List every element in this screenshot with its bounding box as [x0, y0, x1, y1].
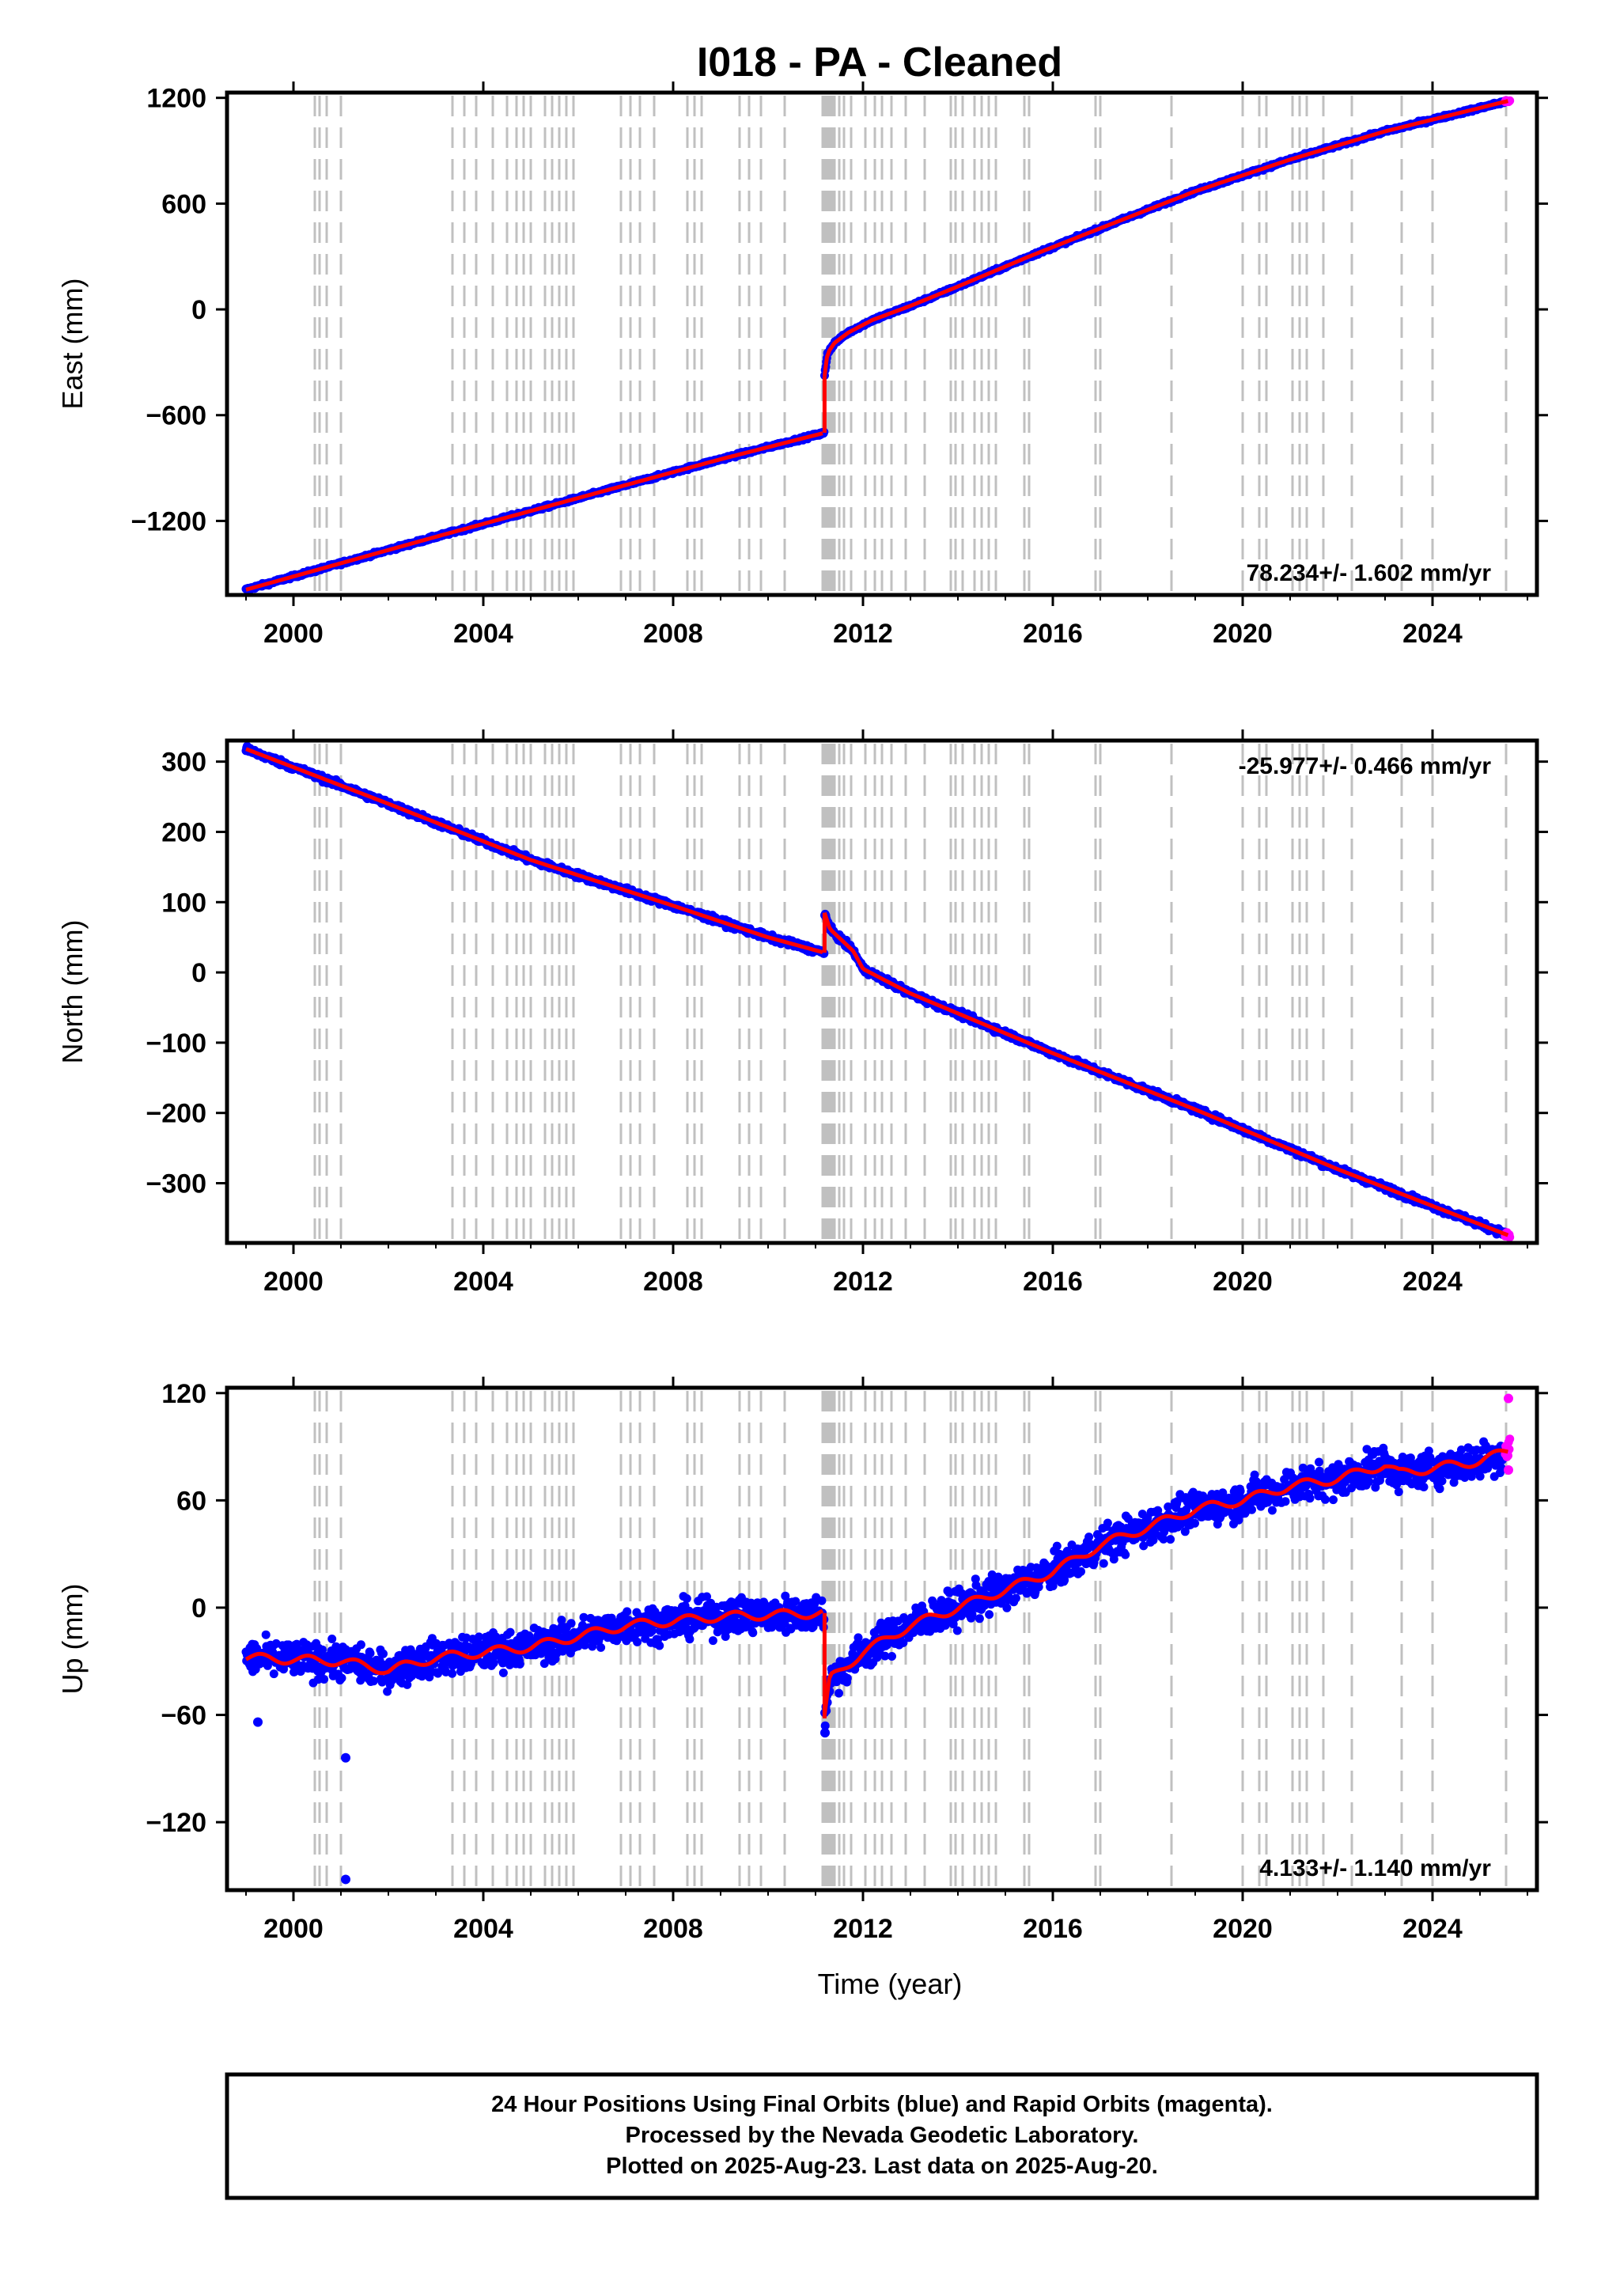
north-ytick-label: −100	[146, 1029, 206, 1059]
up-point	[269, 1669, 278, 1679]
up-panel: 2000 2004 2008 2012 2016 2020 2024−120−6006012…	[56, 1377, 1548, 2000]
east-xtick-label: 2024	[1402, 619, 1463, 649]
north-data-layer	[241, 741, 1515, 1242]
north-rate-label: -25.977+/- 0.466 mm/yr	[1239, 753, 1492, 779]
east-panel: 2000 2004 2008 2012 2016 2020 2024 −1200 −600 0 60…	[56, 81, 1548, 649]
up-point	[337, 1673, 346, 1683]
north-ylabel: North (mm)	[56, 920, 89, 1064]
up-point	[356, 1640, 365, 1650]
north-ytick-label: 200	[161, 817, 206, 847]
north-ytick-label: 300	[161, 748, 206, 778]
north-ytick-label: −300	[146, 1169, 206, 1199]
east-frame	[225, 90, 1539, 597]
up-point	[261, 1630, 271, 1639]
up-point	[318, 1645, 327, 1654]
east-model-segment-1	[245, 431, 823, 592]
east-ytick-label: 1200	[146, 84, 206, 114]
east-ytick-label: 0	[191, 295, 206, 325]
east-ylabel: East (mm)	[56, 278, 89, 410]
north-model-segment-2	[823, 911, 1509, 1237]
up-data-layer	[241, 1393, 1515, 1885]
north-xtick-label: 2000	[263, 1267, 324, 1297]
east-ytick-label: −1200	[131, 506, 207, 536]
up-point	[327, 1635, 337, 1643]
up-point	[320, 1675, 329, 1684]
north-xtick-label: 2012	[833, 1267, 893, 1297]
east-xtick-label: 2004	[453, 619, 513, 649]
east-rate-label: 78.234+/- 1.602 mm/yr	[1247, 560, 1492, 586]
north-xtick-label: 2004	[453, 1267, 513, 1297]
east-ytick-label: 600	[161, 189, 206, 219]
east-model-segment-2	[822, 99, 1509, 377]
north-frame	[225, 738, 1539, 1245]
east-xtick-label: 2020	[1213, 619, 1273, 649]
north-xtick-label: 2020	[1213, 1267, 1273, 1297]
north-ytick-label: 100	[161, 888, 206, 918]
east-xtick-label: 2000	[263, 619, 324, 649]
east-xtick-label: 2016	[1023, 619, 1083, 649]
north-xtick-label: 2008	[643, 1267, 703, 1297]
figure-title: I018 - PA - Cleaned	[697, 40, 1062, 85]
east-ytick-label: −600	[146, 401, 206, 431]
east-xtick-label: 2008	[643, 619, 703, 649]
north-xtick-label: 2016	[1023, 1267, 1083, 1297]
north-ytick-label: −200	[146, 1099, 206, 1129]
north-panel: 2000 2004 2008 2012 2016 2020 2024−300−200−100…	[56, 729, 1548, 1297]
east-xtick-label: 2012	[833, 619, 893, 649]
east-data-layer	[241, 96, 1515, 594]
north-xtick-label: 2024	[1402, 1267, 1463, 1297]
north-ytick-label: 0	[191, 958, 206, 988]
north-model-segment-1	[245, 747, 823, 954]
